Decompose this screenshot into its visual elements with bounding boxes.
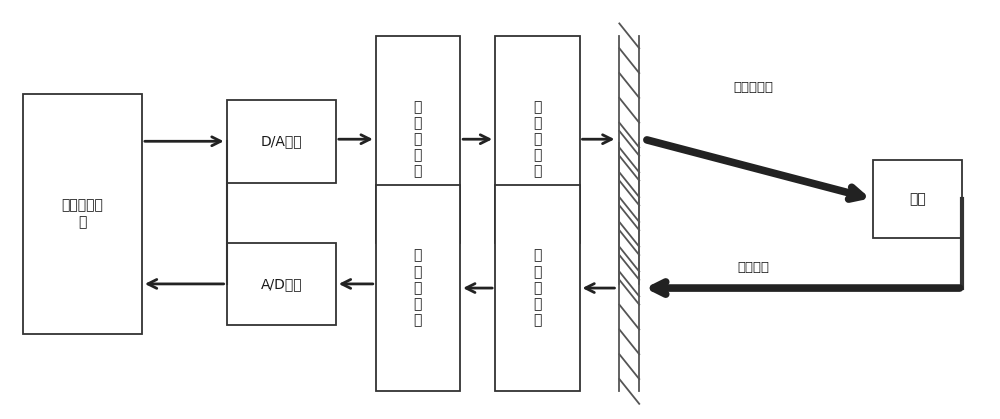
FancyBboxPatch shape <box>227 243 336 325</box>
Text: 功
率
放
大
器: 功 率 放 大 器 <box>414 248 422 328</box>
FancyBboxPatch shape <box>23 94 142 334</box>
FancyBboxPatch shape <box>495 185 580 391</box>
Text: 人耳: 人耳 <box>909 192 926 206</box>
Text: 接
收
换
能
器: 接 收 换 能 器 <box>533 248 541 328</box>
FancyBboxPatch shape <box>495 36 580 243</box>
Text: A/D转换: A/D转换 <box>260 277 302 291</box>
Text: D/A转换: D/A转换 <box>260 134 302 148</box>
FancyBboxPatch shape <box>227 100 336 183</box>
FancyBboxPatch shape <box>376 185 460 391</box>
Text: 功
率
放
大
器: 功 率 放 大 器 <box>414 100 422 178</box>
Text: 定向声信号: 定向声信号 <box>734 81 774 94</box>
Text: 数字信号处
理: 数字信号处 理 <box>61 199 103 229</box>
FancyBboxPatch shape <box>376 36 460 243</box>
Text: 探测回波: 探测回波 <box>738 261 770 274</box>
FancyBboxPatch shape <box>873 160 962 238</box>
Text: 发
射
换
能
器: 发 射 换 能 器 <box>533 100 541 178</box>
